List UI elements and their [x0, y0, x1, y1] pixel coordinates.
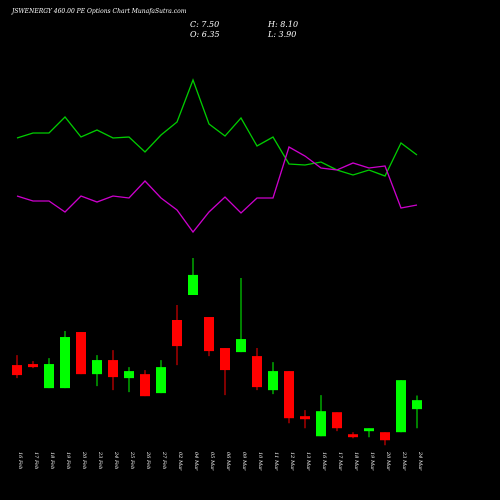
candle-body	[108, 360, 118, 378]
x-tick-label: 24 Feb	[113, 451, 119, 469]
candle-body	[332, 412, 342, 429]
candle-body	[284, 371, 294, 419]
candle-body	[364, 428, 374, 432]
x-tick-label: 24 Mar	[417, 451, 423, 471]
candle-body	[124, 371, 134, 379]
candle-body	[92, 360, 102, 375]
candle-body	[44, 364, 54, 389]
x-tick-label: 11 Mar	[273, 452, 279, 471]
x-tick-label: 12 Mar	[289, 452, 295, 471]
candle-body	[28, 364, 38, 368]
candle-body	[252, 356, 262, 388]
x-tick-label: 23 Feb	[97, 451, 103, 469]
candle-body	[204, 317, 214, 352]
candle-body	[60, 337, 70, 389]
candle-body	[12, 365, 22, 376]
x-tick-label: 09 Mar	[241, 452, 247, 471]
candle-body	[76, 332, 86, 375]
candle-body	[348, 434, 358, 438]
candle-body	[316, 411, 326, 437]
x-tick-label: 19 Mar	[369, 452, 375, 471]
x-tick-label: 27 Feb	[161, 451, 167, 469]
x-tick-label: 10 Mar	[257, 452, 263, 471]
stat: O: 6.35	[190, 30, 220, 39]
x-tick-label: 19 Feb	[65, 452, 71, 469]
x-tick-label: 13 Mar	[305, 452, 311, 471]
candle-body	[396, 380, 406, 433]
x-tick-label: 25 Feb	[129, 451, 135, 469]
candle-body	[220, 348, 230, 371]
x-tick-label: 05 Mar	[209, 452, 215, 471]
x-tick-label: 16 Feb	[17, 452, 23, 469]
x-tick-label: 17 Feb	[33, 452, 39, 469]
candle-body	[188, 274, 198, 295]
candle-body	[236, 339, 246, 353]
chart-title: JSWENERGY 460.00 PE Options Chart Munafa…	[10, 8, 187, 15]
x-tick-label: 06 Mar	[225, 452, 231, 471]
x-tick-label: 04 Mar	[193, 452, 199, 471]
candle-body	[268, 371, 278, 391]
stat: H: 8.10	[267, 20, 298, 29]
candle-body	[300, 416, 310, 420]
x-tick-label: 18 Feb	[49, 452, 55, 469]
indicator-line	[16, 78, 418, 177]
candle-body	[140, 374, 150, 397]
stat: L: 3.90	[267, 30, 296, 39]
candle-body	[156, 367, 166, 394]
x-tick-label: 23 Mar	[401, 451, 407, 471]
x-tick-label: 26 Feb	[145, 451, 151, 469]
x-tick-label: 18 Mar	[353, 452, 359, 471]
indicator-line	[16, 146, 418, 234]
x-tick-label: 20 Mar	[385, 451, 391, 471]
stat: C: 7.50	[190, 20, 219, 29]
candle-body	[380, 432, 390, 441]
x-tick-label: 16 Mar	[321, 452, 327, 471]
candle-body	[412, 400, 422, 410]
candle-body	[172, 320, 182, 347]
x-tick-label: 02 Mar	[177, 452, 183, 471]
x-tick-label: 20 Feb	[81, 451, 87, 469]
x-tick-label: 17 Mar	[337, 452, 343, 471]
